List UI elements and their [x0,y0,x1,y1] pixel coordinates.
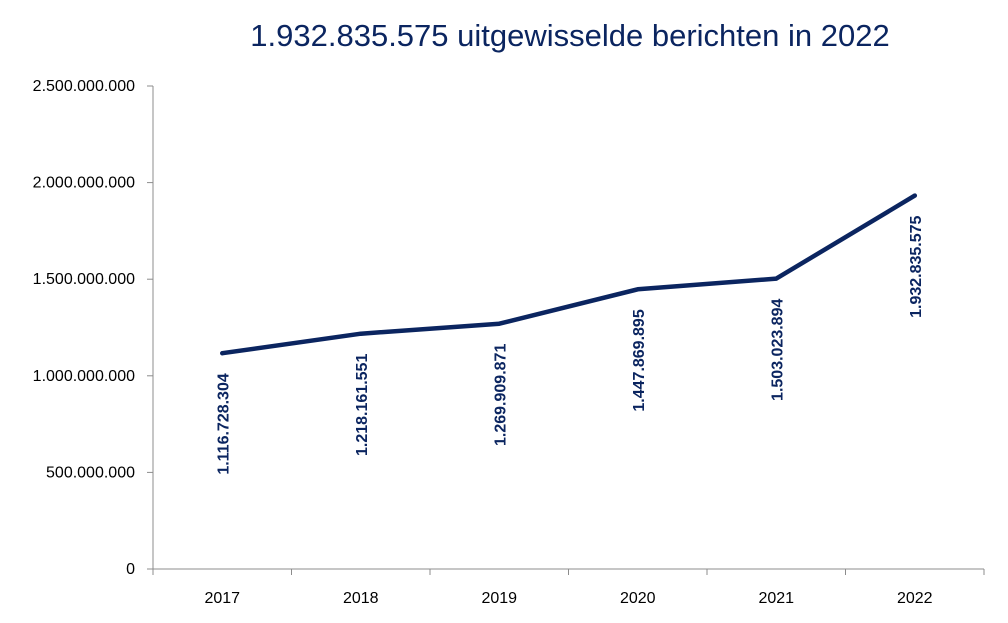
data-label: 1.932.835.575 [908,215,925,317]
data-label: 1.218.161.551 [354,354,371,456]
data-label: 1.269.909.871 [492,344,509,446]
chart-title: 1.932.835.575 uitgewisselde berichten in… [250,18,890,53]
x-tick-label: 2017 [204,590,240,607]
x-tick-label: 2019 [481,590,517,607]
y-tick-label: 500.000.000 [46,464,135,481]
data-point [220,351,225,356]
data-point [774,276,779,281]
y-tick-label: 0 [126,561,135,578]
data-label: 1.447.869.895 [631,309,648,411]
series-line [220,193,918,356]
data-label: 1.503.023.894 [769,299,786,401]
data-point [358,331,363,336]
data-point [912,193,917,198]
x-tick-label: 2020 [620,590,656,607]
x-tick-label: 2018 [343,590,379,607]
x-tick-label: 2021 [758,590,794,607]
data-point [635,287,640,292]
y-tick-label: 1.500.000.000 [33,271,135,288]
y-tick-label: 1.000.000.000 [33,368,135,385]
y-tick-label: 2.500.000.000 [33,78,135,95]
y-tick-label: 2.000.000.000 [33,175,135,192]
data-point [497,321,502,326]
data-label: 1.116.728.304 [215,373,232,475]
x-tick-label: 2022 [897,590,933,607]
